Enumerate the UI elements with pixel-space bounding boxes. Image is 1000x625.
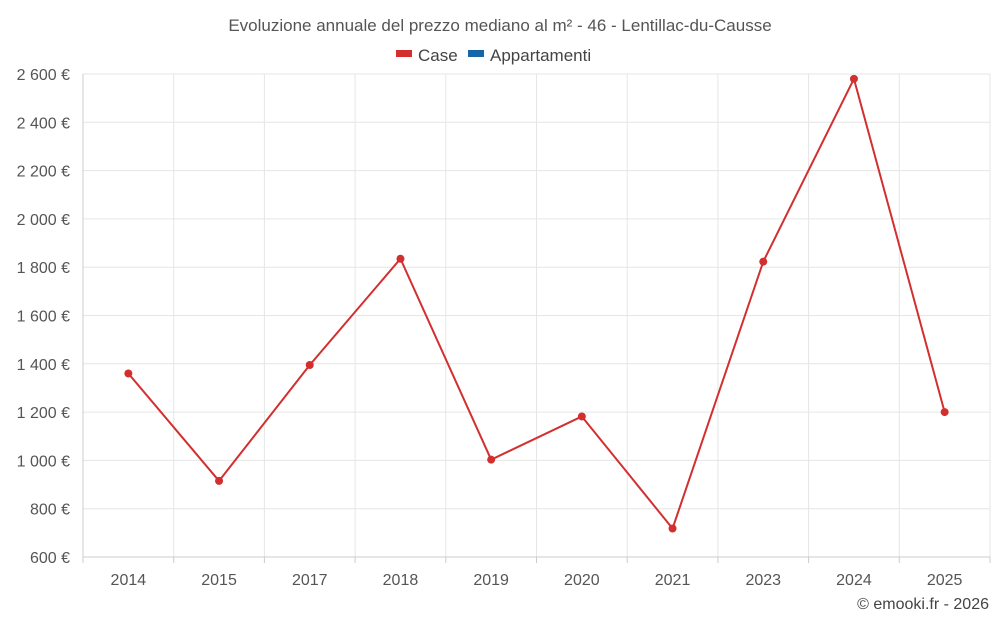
x-tick-label: 2018	[383, 572, 419, 589]
legend-swatch-case[interactable]	[396, 50, 412, 57]
x-tick-label: 2020	[564, 572, 600, 589]
x-tick-label: 2014	[111, 572, 147, 589]
data-point[interactable]	[396, 254, 405, 263]
y-tick-label: 1 600 €	[17, 309, 70, 326]
data-point[interactable]	[577, 412, 586, 421]
data-point[interactable]	[215, 476, 224, 485]
x-tick-label: 2019	[473, 572, 509, 589]
y-tick-label: 2 200 €	[17, 164, 70, 181]
data-point[interactable]	[305, 361, 314, 370]
y-tick-label: 1 400 €	[17, 357, 70, 374]
y-tick-label: 600 €	[30, 550, 70, 567]
y-axis-ticks: 2 600 € 2 400 € 2 200 € 2 000 € 1 800 € 1 600…	[17, 67, 70, 567]
legend[interactable]: Case Appartamenti	[396, 46, 591, 65]
series-line	[127, 77, 946, 530]
series-case	[124, 74, 949, 533]
y-tick-label: 2 600 €	[17, 67, 70, 84]
x-tick-label: 2021	[655, 572, 691, 589]
axes	[82, 74, 991, 563]
legend-swatch-appartamenti[interactable]	[468, 50, 484, 57]
data-point[interactable]	[849, 74, 858, 83]
y-tick-label: 2 400 €	[17, 115, 70, 132]
chart-title: Evoluzione annuale del prezzo mediano al…	[228, 16, 771, 35]
legend-label-case[interactable]: Case	[418, 46, 458, 65]
data-point[interactable]	[487, 455, 496, 464]
x-tick-label: 2023	[745, 572, 781, 589]
legend-label-appartamenti[interactable]: Appartamenti	[490, 46, 591, 65]
x-tick-label: 2017	[292, 572, 328, 589]
data-point[interactable]	[124, 369, 133, 378]
credit-text: © emooki.fr - 2026	[857, 596, 989, 613]
y-tick-label: 800 €	[30, 502, 70, 519]
y-tick-label: 1 800 €	[17, 260, 70, 277]
data-point[interactable]	[668, 524, 677, 533]
x-tick-label: 2024	[836, 572, 872, 589]
data-point[interactable]	[940, 408, 949, 417]
data-point[interactable]	[759, 257, 768, 266]
x-axis-ticks: 2014 2015 2017 2018 2019 2020 2021 2023 2024 2025	[111, 572, 963, 589]
y-tick-label: 1 000 €	[17, 453, 70, 470]
y-tick-label: 2 000 €	[17, 212, 70, 229]
x-tick-label: 2025	[927, 572, 963, 589]
y-tick-label: 1 200 €	[17, 405, 70, 422]
x-tick-label: 2015	[201, 572, 237, 589]
